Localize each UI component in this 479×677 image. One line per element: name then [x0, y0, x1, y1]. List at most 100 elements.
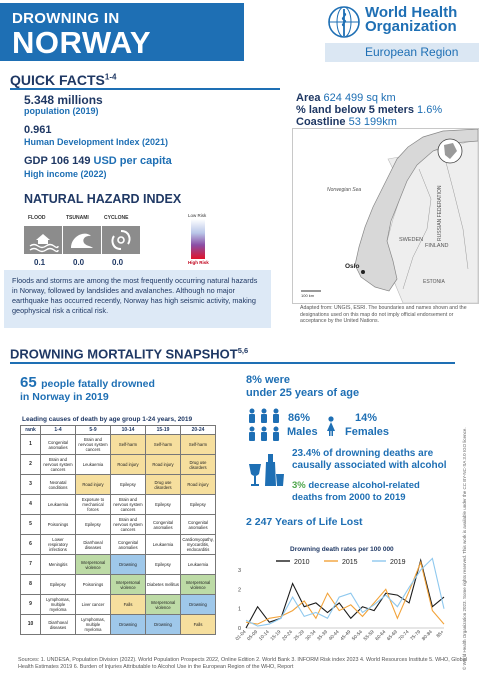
- hazard-value-cyclone: 0.0: [112, 258, 124, 267]
- alcohol-text-2: causally associated with alcohol: [292, 460, 447, 471]
- deaths-line: 65 people fatally drowned: [20, 374, 155, 392]
- coast-line: Coastline 53 199km: [296, 116, 397, 128]
- x-tick-label: 25-29: [293, 629, 306, 642]
- land-line: % land below 5 meters 1.6%: [296, 104, 442, 116]
- deaths-sub: in Norway in 2019: [20, 391, 109, 403]
- x-tick-label: 05-09: [246, 629, 259, 642]
- population-value: 5.348 millions: [24, 93, 103, 107]
- causes-cell: Lower respiratory infections: [40, 534, 76, 555]
- map-label-russia: RUSSIAN FEDERATION: [437, 185, 443, 241]
- gdp-unit: USD per capita: [93, 155, 172, 167]
- causes-header-cell: rank: [20, 425, 41, 435]
- x-tick-label: 10-14: [258, 629, 271, 642]
- causes-row: 2 Brain and nervous system cancers Leukaem…: [20, 454, 216, 475]
- causes-cell: Leukaemia: [180, 554, 216, 575]
- causes-cell: Drowning: [180, 594, 216, 615]
- causes-header-cell: 5-9: [75, 425, 111, 435]
- map-label-capital: Oslo: [345, 263, 360, 270]
- causes-cell: Drowning: [145, 614, 181, 635]
- causes-cell: Poisonings: [40, 514, 76, 535]
- area-value: 624 499 sq km: [323, 92, 396, 104]
- x-tick-label: 35-39: [316, 629, 329, 642]
- causes-table-title: Leading causes of death by age group 1-2…: [22, 416, 193, 423]
- causes-rank-cell: 10: [20, 614, 41, 635]
- x-tick-label: 65-69: [386, 629, 399, 642]
- region-bar: [325, 43, 479, 62]
- causes-cell: Liver cancer: [75, 594, 111, 615]
- y-tick-label: 0: [238, 626, 241, 632]
- x-tick-label: 20-24: [281, 629, 294, 642]
- decrease-text-1: decrease alcohol-related: [308, 480, 420, 491]
- yll-label: Years of Life Lost: [275, 516, 363, 528]
- causes-rank-cell: 4: [20, 494, 41, 515]
- causes-cell: Epilepsy: [180, 494, 216, 515]
- decrease-text-2: deaths from 2000 to 2019: [292, 492, 406, 503]
- causes-cell: Diarrhoeal diseases: [40, 614, 76, 635]
- who-emblem-icon: [328, 6, 360, 38]
- gdp-line: GDP 106 149 USD per capita: [24, 155, 172, 167]
- decrease-line-1: 3% decrease alcohol-related: [292, 480, 420, 491]
- x-tick-label: 30-34: [304, 629, 317, 642]
- license-note: © World Health Organization 2023. Some r…: [462, 340, 472, 670]
- legend-label-2019: 2019: [390, 559, 406, 566]
- coast-label: Coastline: [296, 116, 346, 128]
- causes-row: 4 Leukaemia Exposure to mechanical forces B…: [20, 494, 216, 515]
- causes-cell: Leukaemia: [40, 494, 76, 515]
- causes-cell: Leukaemia: [75, 454, 111, 475]
- causes-cell: Lymphomas, multiple myeloma: [40, 594, 76, 615]
- causes-cell: Interpersonal violence: [75, 554, 111, 575]
- income-label: High income (2022): [24, 169, 107, 179]
- causes-cell: Drowning: [110, 554, 146, 575]
- snapshot-title-text: DROWNING MORTALITY SNAPSHOT: [10, 346, 238, 362]
- yll-line: 2 247 Years of Life Lost: [246, 516, 363, 528]
- causes-cell: Congenital anomalies: [40, 434, 76, 455]
- males-pct: 86%: [288, 412, 311, 424]
- causes-row: 7 Meningitis Interpersonal violence Drownin…: [20, 554, 216, 575]
- causes-cell: Diabetes mellitus: [145, 574, 181, 595]
- map-label-sweden: SWEDEN: [399, 237, 424, 243]
- map-scale-label: 100 km: [301, 293, 315, 298]
- causes-cell: Drowning: [110, 614, 146, 635]
- risk-scale-bar: [191, 219, 205, 259]
- title-line-1: DROWNING IN: [12, 10, 120, 27]
- series-line-2010: [245, 558, 445, 629]
- map-caption: Adapted from: UNGIS, ESRI. The boundarie…: [300, 305, 467, 324]
- causes-cell: Epilepsy: [75, 514, 111, 535]
- causes-cell: Epilepsy: [145, 554, 181, 575]
- causes-cell: Exposure to mechanical forces: [75, 494, 111, 515]
- legend-label-2010: 2010: [294, 559, 310, 566]
- causes-rank-cell: 1: [20, 434, 41, 455]
- causes-cell: Road injury: [110, 454, 146, 475]
- causes-cell: Brain and nervous system cancers: [40, 454, 76, 475]
- causes-row: 3 Neonatal conditions Road injury Epilepsy D…: [20, 474, 216, 495]
- series-line-2019: [245, 557, 445, 627]
- causes-cell: Interpersonal violence: [145, 594, 181, 615]
- title-country: NORWAY: [12, 25, 152, 60]
- causes-cell: Brain and nervous system cancers: [110, 494, 146, 515]
- males-label: Males: [287, 426, 318, 438]
- risk-scale-low: Low Risk: [188, 213, 207, 218]
- causes-body: 1 Congenital anomalies Brain and nervous s…: [20, 434, 216, 635]
- causes-row: 5 Poisonings Epilepsy Brain and nervous sys…: [20, 514, 216, 535]
- causes-cell: Epilepsy: [110, 474, 146, 495]
- hdi-label: Human Development Index (2021): [24, 137, 169, 147]
- hazard-value-tsunami: 0.0: [73, 258, 85, 267]
- causes-cell: Interpersonal violence: [110, 574, 146, 595]
- gdp-value: 106 149: [50, 155, 91, 167]
- legend-label-2015: 2015: [342, 559, 358, 566]
- snapshot-title: DROWNING MORTALITY SNAPSHOT5,6: [10, 346, 248, 361]
- who-org-name: World Health Organization: [365, 5, 457, 34]
- causes-cell: Brain and nervous system cancers: [110, 514, 146, 535]
- snapshot-sup: 5,6: [237, 346, 249, 355]
- causes-row: 9 Lymphomas, multiple myeloma Liver cancer…: [20, 594, 216, 615]
- map-label-estonia: ESTONIA: [423, 279, 445, 285]
- causes-rank-cell: 7: [20, 554, 41, 575]
- quick-facts-sup: 1-4: [104, 72, 117, 82]
- causes-header-cell: 20-24: [180, 425, 216, 435]
- causes-cell: Self-harm: [145, 434, 181, 455]
- area-line: Area 624 499 sq km: [296, 92, 396, 104]
- causes-cell: Falls: [180, 614, 216, 635]
- yll-value: 2 247: [246, 516, 273, 528]
- causes-cell: Diarrhoeal diseases: [75, 534, 111, 555]
- causes-cell: Meningitis: [40, 554, 76, 575]
